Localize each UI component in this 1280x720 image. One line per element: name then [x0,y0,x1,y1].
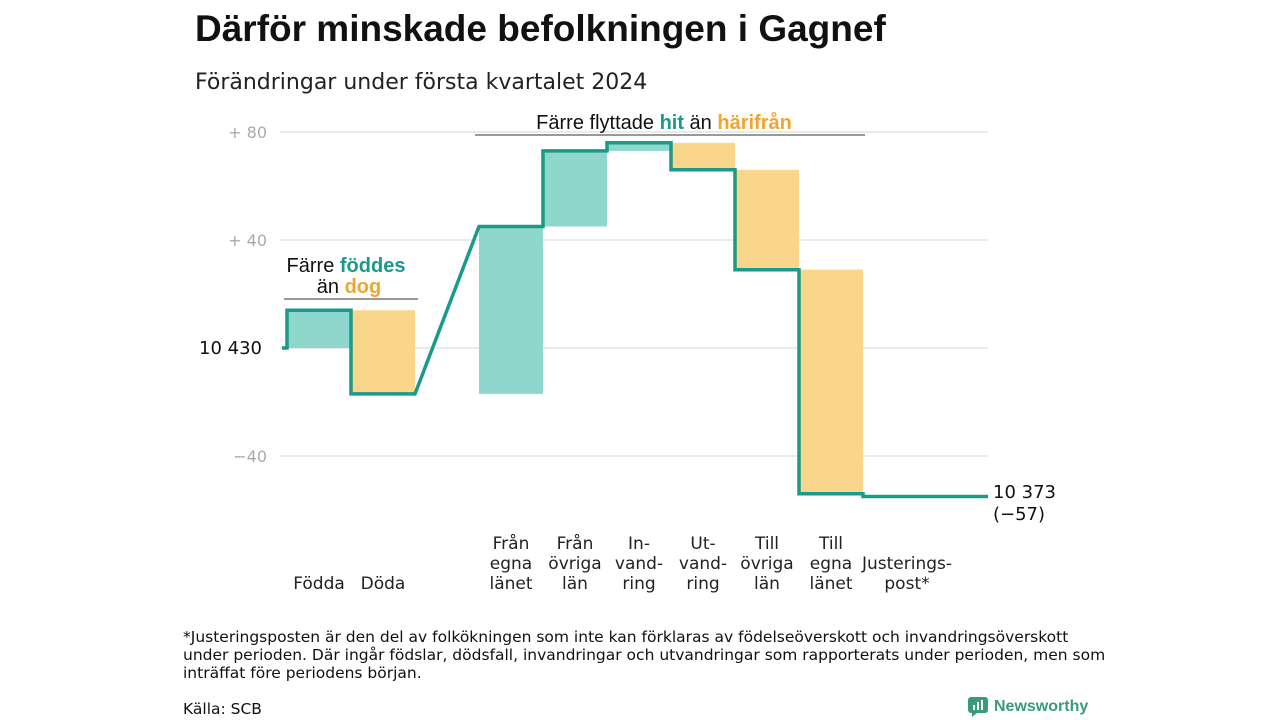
y-tick-label: + 40 [228,231,267,250]
waterfall-bar [351,310,415,394]
waterfall-bar [607,142,671,151]
category-label: Ut- [690,534,715,554]
category-label: Födda [293,574,345,594]
chart-subtitle: Förändringar under första kvartalet 2024 [195,70,648,95]
category-label: vand- [615,554,663,574]
category-label: länet [489,574,532,594]
annotation-births-line1: Färre föddes [287,255,406,277]
brand-logo: Newsworthy [968,697,1088,717]
category-label: egna [490,554,532,574]
category-label: Justerings- [861,554,952,574]
source-note: Källa: SCB [183,700,262,718]
cumulative-step-line [282,141,988,499]
waterfall-bar [799,269,863,494]
category-label: ring [686,574,719,594]
category-label: länet [809,574,852,594]
category-label: vand- [679,554,727,574]
start-value-label: 10 430 [199,338,262,359]
chart-title: Därför minskade befolkningen i Gagnef [195,8,886,49]
category-label: län [562,574,588,594]
annotation-births-line2: än dog [317,276,381,298]
waterfall-bar [671,142,735,170]
category-label: post* [884,574,929,594]
waterfall-bar [543,150,607,227]
end-change-label: (−57) [993,504,1045,525]
category-label: Döda [361,574,406,594]
y-tick-label: + 80 [228,123,267,142]
brand-name: Newsworthy [994,698,1089,715]
annotation-migration: Färre flyttade hit än härifrån [536,111,792,134]
y-tick-label: −40 [233,447,267,466]
category-label: egna [810,554,852,574]
category-label: Till [818,534,843,554]
footnote: *Justeringsposten är den del av folkökni… [183,628,1106,682]
category-label: Från [493,533,530,554]
category-label: övriga [548,554,601,574]
category-label: In- [628,534,650,554]
waterfall-bar [287,310,351,348]
category-label: ring [622,574,655,594]
category-label: Till [754,534,779,554]
category-label: övriga [740,554,793,574]
end-value-label: 10 373 [993,482,1056,503]
waterfall-bar [479,226,543,394]
waterfall-bar [735,169,799,270]
category-label: län [754,574,780,594]
category-label: Från [557,533,594,554]
newsworthy-logo-icon [968,697,988,717]
